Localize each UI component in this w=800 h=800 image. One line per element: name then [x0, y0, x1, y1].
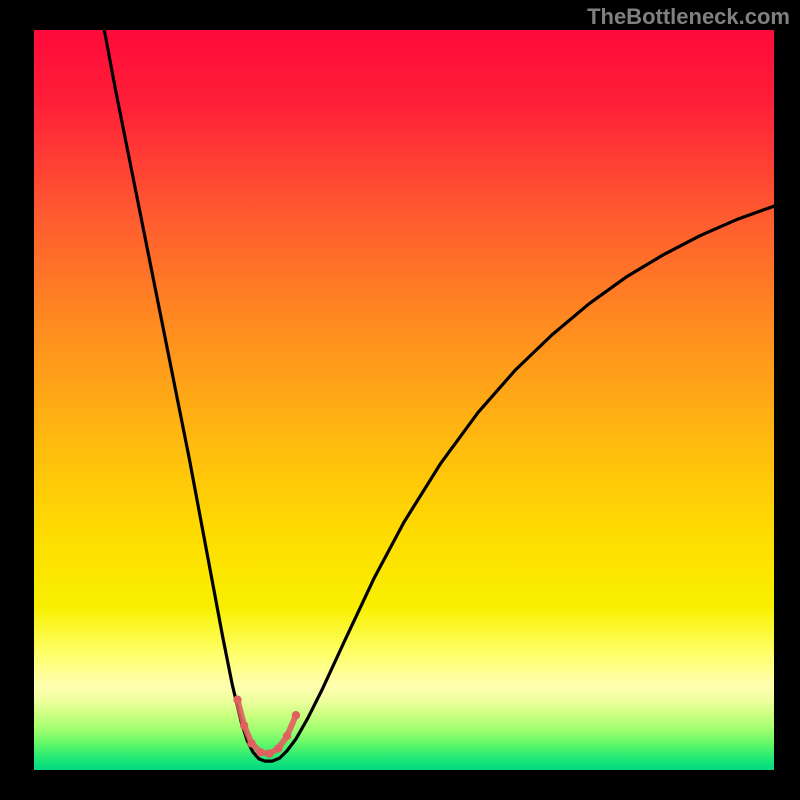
- trough-dot: [233, 696, 241, 704]
- trough-dot: [265, 750, 273, 758]
- trough-dot: [292, 711, 300, 719]
- trough-dot: [283, 732, 291, 740]
- trough-dot: [256, 748, 264, 756]
- trough-dot: [247, 739, 255, 747]
- chart-frame: TheBottleneck.com: [0, 0, 800, 800]
- trough-dot: [240, 721, 248, 729]
- curve-layer: [34, 30, 774, 770]
- watermark-text: TheBottleneck.com: [587, 4, 790, 30]
- plot-area: [34, 30, 774, 770]
- bottleneck-curve: [104, 30, 774, 761]
- trough-dot: [274, 744, 282, 752]
